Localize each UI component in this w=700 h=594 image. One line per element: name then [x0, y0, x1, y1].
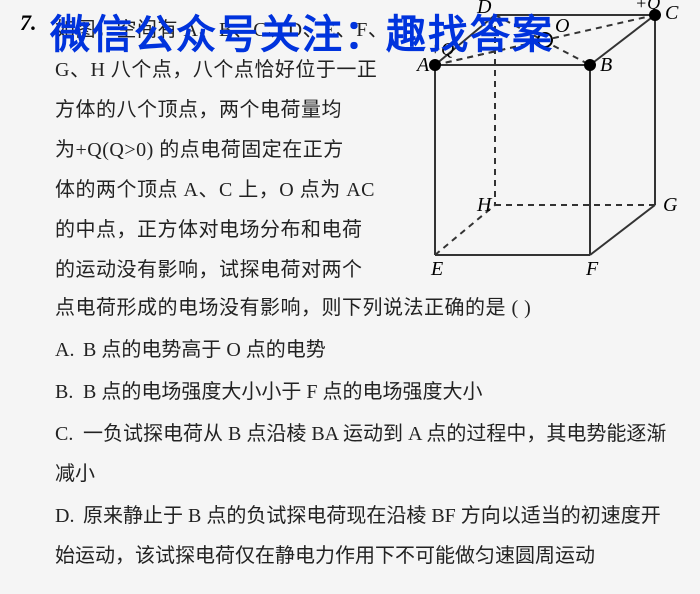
- cube-edge: [590, 205, 655, 255]
- option-letter: C.: [55, 414, 83, 454]
- cube-label-o: O: [555, 15, 569, 37]
- cube-label-g: G: [663, 194, 678, 216]
- option-row: D.原来静止于 B 点的负试探电荷现在沿棱 BF 方向以适当的初速度开始运动，该…: [55, 496, 675, 576]
- charge-label: +Q: [635, 0, 660, 13]
- question-line: 体的两个顶点 A、C 上，O 点为 AC: [55, 170, 410, 210]
- cube-label-b: B: [600, 54, 612, 76]
- option-row: A.B 点的电势高于 O 点的电势: [55, 330, 675, 370]
- question-body-full: 点电荷形成的电场没有影响，则下列说法正确的是 ( ): [55, 288, 675, 328]
- charge-point: [429, 59, 441, 71]
- option-letter: D.: [55, 496, 83, 536]
- question-line: 为+Q(Q>0) 的点电荷固定在正方: [55, 130, 410, 170]
- option-row: B.B 点的电场强度大小小于 F 点的电场强度大小: [55, 372, 675, 412]
- question-line: 的中点，正方体对电场分布和电荷: [55, 210, 410, 250]
- option-text: 一负试探电荷从 B 点沿棱 BA 运动到 A 点的过程中，其电势能逐渐减小: [55, 423, 666, 485]
- cube-label-f: F: [585, 258, 599, 280]
- question-line: 点电荷形成的电场没有影响，则下列说法正确的是 ( ): [55, 288, 675, 328]
- question-line: 方体的八个顶点，两个电荷量均: [55, 90, 410, 130]
- option-text: 原来静止于 B 点的负试探电荷现在沿棱 BF 方向以适当的初速度开始运动，该试探…: [55, 505, 661, 567]
- cube-label-h: H: [476, 194, 493, 216]
- vertex-point: [584, 59, 596, 71]
- cube-label-e: E: [430, 258, 443, 280]
- question-line: 的运动没有影响，试探电荷对两个: [55, 250, 410, 290]
- option-letter: A.: [55, 330, 83, 370]
- option-row: C.一负试探电荷从 B 点沿棱 BA 运动到 A 点的过程中，其电势能逐渐减小: [55, 414, 675, 494]
- watermark-text: 微信公众号关注：趣找答案: [50, 2, 554, 60]
- cube-label-c: C: [665, 2, 679, 24]
- options-container: A.B 点的电势高于 O 点的电势B.B 点的电场强度大小小于 F 点的电场强度…: [55, 330, 675, 578]
- option-letter: B.: [55, 372, 83, 412]
- question-number: 7.: [20, 10, 37, 36]
- option-text: B 点的电势高于 O 点的电势: [83, 339, 326, 361]
- option-text: B 点的电场强度大小小于 F 点的电场强度大小: [83, 381, 482, 403]
